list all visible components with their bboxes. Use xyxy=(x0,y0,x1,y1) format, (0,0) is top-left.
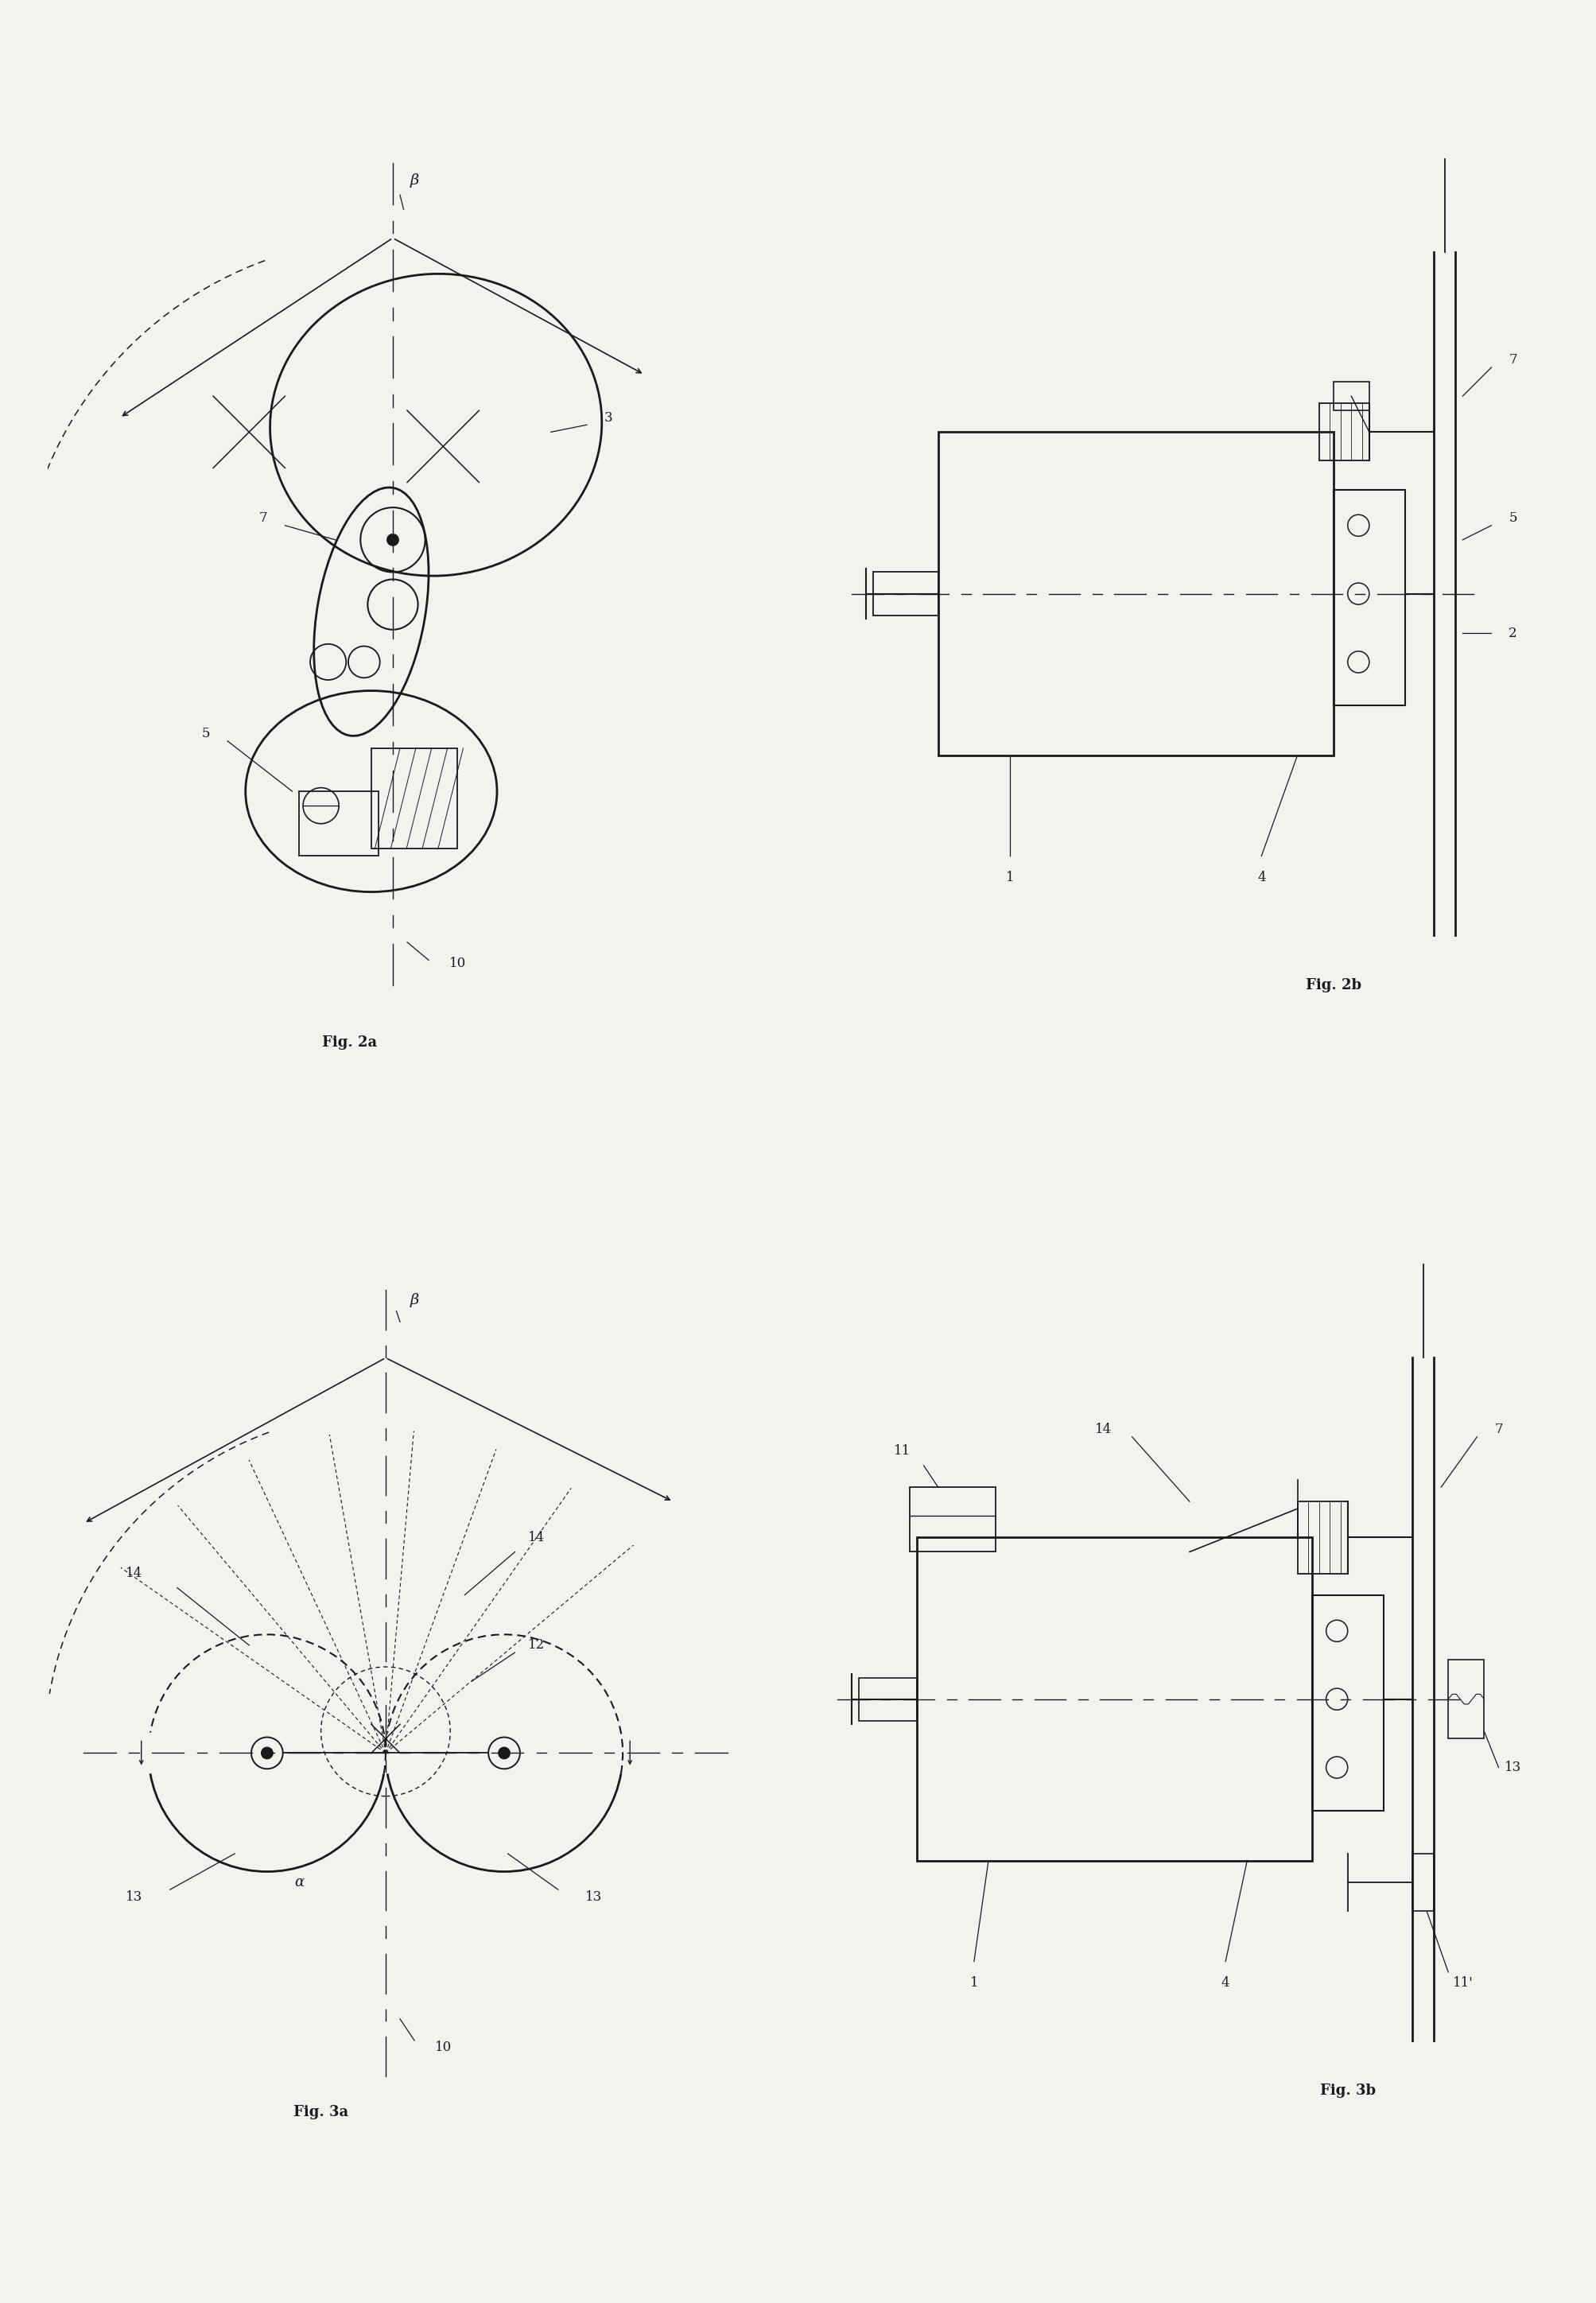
Text: 12: 12 xyxy=(528,1637,544,1651)
Text: Fig. 3a: Fig. 3a xyxy=(294,2105,348,2119)
Text: 13: 13 xyxy=(126,1891,142,1905)
Text: 1: 1 xyxy=(1005,871,1013,884)
Bar xyxy=(1333,491,1404,705)
Text: 7: 7 xyxy=(1508,352,1516,366)
Text: 5: 5 xyxy=(201,728,211,742)
Text: 4: 4 xyxy=(1256,871,1266,884)
Circle shape xyxy=(498,1748,509,1759)
Text: 7: 7 xyxy=(1494,1423,1502,1437)
Text: 13: 13 xyxy=(586,1891,602,1905)
Text: 14: 14 xyxy=(1095,1423,1111,1437)
Text: 10: 10 xyxy=(448,958,466,970)
Text: 1: 1 xyxy=(969,1976,978,1990)
Text: 14: 14 xyxy=(528,1531,544,1545)
Text: β: β xyxy=(410,1294,418,1308)
Text: 11': 11' xyxy=(1452,1976,1472,1990)
Bar xyxy=(1333,382,1369,410)
Bar xyxy=(1412,1854,1433,1911)
Bar xyxy=(938,433,1333,755)
Text: 7: 7 xyxy=(259,511,268,525)
Text: β: β xyxy=(410,173,418,187)
Bar xyxy=(1298,1502,1347,1573)
Text: 11: 11 xyxy=(894,1444,910,1458)
Bar xyxy=(1312,1596,1382,1810)
Text: 5: 5 xyxy=(1508,511,1516,525)
Bar xyxy=(859,1677,916,1720)
Bar xyxy=(910,1488,996,1552)
Bar xyxy=(300,792,378,857)
Bar xyxy=(1318,403,1369,461)
Bar xyxy=(370,748,458,850)
Text: 14: 14 xyxy=(126,1566,142,1580)
Bar xyxy=(873,571,938,615)
Circle shape xyxy=(386,534,399,546)
Text: Fig. 2b: Fig. 2b xyxy=(1306,979,1360,993)
Text: Fig. 2a: Fig. 2a xyxy=(322,1036,377,1050)
Text: α: α xyxy=(294,1875,305,1888)
Circle shape xyxy=(262,1748,273,1759)
Text: 4: 4 xyxy=(1221,1976,1229,1990)
Text: Fig. 3b: Fig. 3b xyxy=(1320,2084,1374,2098)
Text: 10: 10 xyxy=(434,2040,452,2054)
Text: 3: 3 xyxy=(603,410,613,424)
Bar xyxy=(1448,1660,1484,1739)
Text: 13: 13 xyxy=(1503,1762,1521,1773)
Text: 2: 2 xyxy=(1508,626,1516,640)
Bar xyxy=(916,1538,1312,1861)
